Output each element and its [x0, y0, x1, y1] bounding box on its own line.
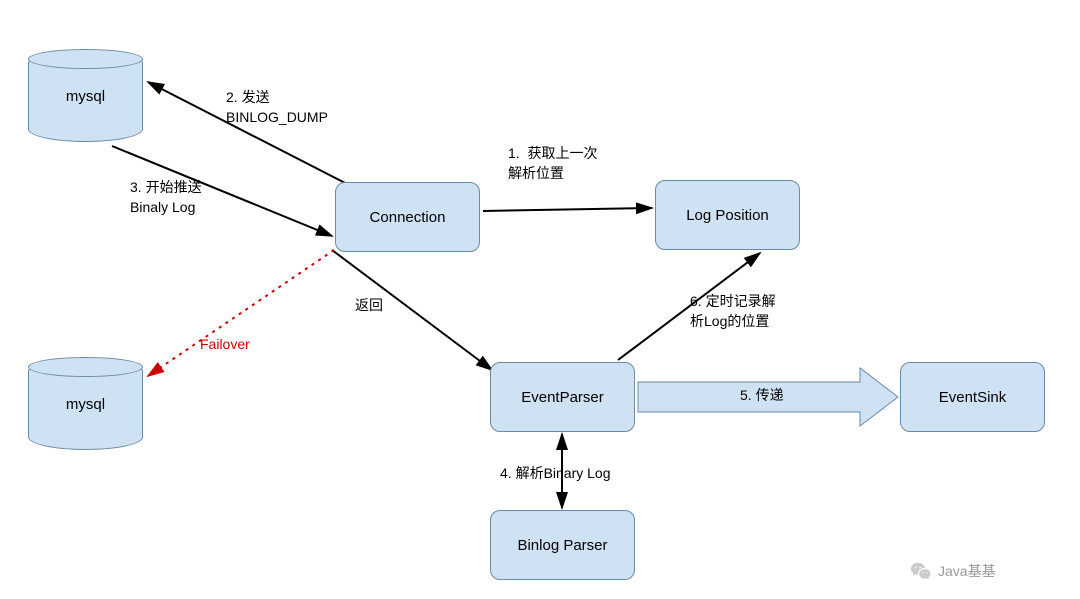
diagram-canvas: mysql mysql Connection Log Position Even…: [0, 0, 1080, 599]
node-eventparser: EventParser: [490, 362, 635, 432]
label-parse-binlog: 4. 解析Binary Log: [500, 464, 611, 484]
node-mysql2: mysql: [28, 358, 143, 450]
watermark: Java基基: [910, 560, 996, 582]
label-failover: Failover: [200, 335, 250, 355]
node-binlogparser-label: Binlog Parser: [517, 537, 607, 554]
node-connection-label: Connection: [370, 209, 446, 226]
node-eventparser-label: EventParser: [521, 389, 604, 406]
label-push-log: 3. 开始推送 Binaly Log: [130, 178, 202, 217]
label-return: 返回: [355, 296, 383, 316]
label-deliver: 5. 传递: [740, 386, 784, 406]
label-get-pos: 1. 获取上一次 解析位置: [508, 144, 597, 183]
label-record-pos: 6. 定时记录解 析Log的位置: [690, 292, 776, 331]
node-eventsink-label: EventSink: [939, 389, 1007, 406]
node-mysql2-label: mysql: [66, 396, 105, 413]
edge-failover: [148, 250, 334, 376]
node-logposition: Log Position: [655, 180, 800, 250]
wechat-icon: [910, 560, 932, 582]
node-logposition-label: Log Position: [686, 207, 769, 224]
label-binlog-dump: 2. 发送 BINLOG_DUMP: [226, 88, 328, 127]
node-mysql1-label: mysql: [66, 88, 105, 105]
node-binlogparser: Binlog Parser: [490, 510, 635, 580]
node-eventsink: EventSink: [900, 362, 1045, 432]
node-connection: Connection: [335, 182, 480, 252]
node-mysql1: mysql: [28, 50, 143, 142]
edge-get-pos: [483, 208, 652, 211]
watermark-text: Java基基: [938, 561, 996, 581]
